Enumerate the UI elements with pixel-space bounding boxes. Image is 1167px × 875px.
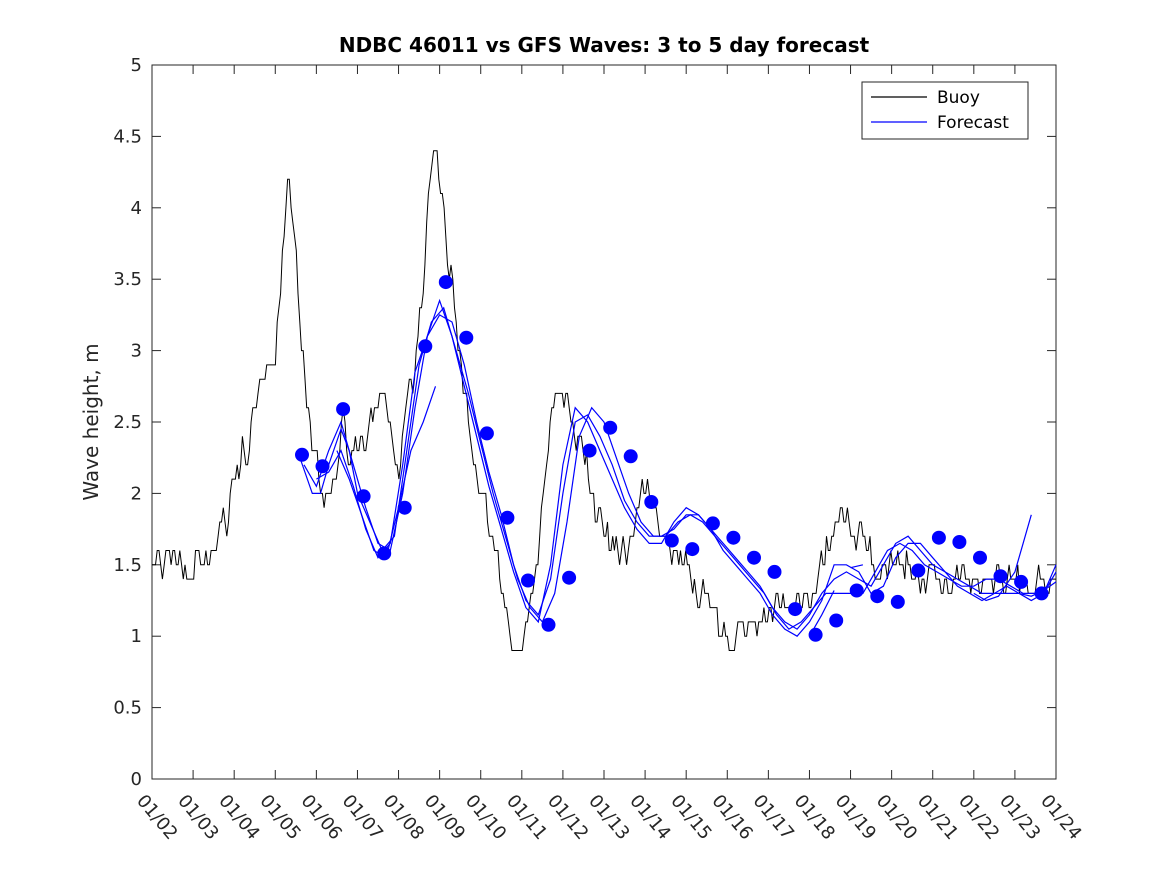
forecast-point bbox=[500, 510, 515, 525]
forecast-point bbox=[788, 602, 803, 617]
y-tick-label: 4 bbox=[131, 198, 142, 219]
forecast-point bbox=[623, 449, 638, 464]
y-tick-label: 3 bbox=[131, 341, 142, 362]
legend: Buoy Forecast bbox=[861, 81, 1029, 140]
forecast-point bbox=[952, 535, 967, 549]
forecast-point bbox=[541, 617, 556, 632]
forecast-point bbox=[1034, 586, 1049, 601]
forecast-point bbox=[459, 330, 474, 345]
forecast-point bbox=[747, 550, 761, 565]
forecast-point bbox=[336, 402, 351, 417]
forecast-point bbox=[664, 533, 679, 548]
forecast-point bbox=[521, 573, 535, 588]
forecast-point bbox=[808, 627, 823, 642]
forecast-point bbox=[829, 613, 844, 628]
forecast-point bbox=[582, 443, 597, 458]
forecast-point bbox=[993, 569, 1008, 584]
forecast-point bbox=[849, 583, 864, 598]
forecast-point bbox=[438, 275, 453, 290]
forecast-point bbox=[1014, 574, 1029, 589]
legend-forecast-label: Forecast bbox=[937, 113, 1009, 133]
forecast-series-line bbox=[850, 564, 864, 569]
y-tick-label: 1 bbox=[131, 626, 142, 647]
y-tick-label: 3.5 bbox=[113, 269, 142, 290]
y-tick-label: 4.5 bbox=[113, 126, 142, 147]
y-tick-label: 0 bbox=[131, 769, 142, 790]
forecast-point bbox=[973, 550, 987, 565]
buoy-series-line bbox=[152, 150, 1056, 651]
forecast-point bbox=[705, 516, 720, 531]
forecast-point bbox=[911, 563, 926, 578]
plot-area: 00.511.522.533.544.5501/0201/0301/0401/0… bbox=[113, 55, 1085, 844]
forecast-point bbox=[315, 459, 330, 474]
forecast-series-line bbox=[973, 514, 1032, 602]
y-axis-label: Wave height, m bbox=[79, 343, 103, 500]
forecast-point bbox=[295, 447, 309, 462]
y-tick-label: 1.5 bbox=[113, 555, 142, 576]
forecast-point bbox=[377, 546, 392, 561]
forecast-point bbox=[890, 594, 905, 609]
legend-buoy-label: Buoy bbox=[937, 88, 980, 108]
chart-title: NDBC 46011 vs GFS Waves: 3 to 5 day fore… bbox=[339, 33, 870, 57]
forecast-point bbox=[685, 542, 700, 557]
y-tick-label: 2.5 bbox=[113, 412, 142, 433]
forecast-point bbox=[931, 530, 946, 545]
legend-box bbox=[861, 81, 1029, 140]
forecast-point bbox=[644, 495, 659, 509]
forecast-point bbox=[767, 564, 782, 579]
y-tick-label: 5 bbox=[131, 55, 142, 76]
forecast-series-line bbox=[316, 298, 1057, 637]
y-tick-label: 0.5 bbox=[113, 698, 142, 719]
forecast-series-line bbox=[303, 314, 1057, 630]
forecast-point bbox=[397, 500, 412, 515]
forecast-point bbox=[479, 426, 494, 441]
forecast-point bbox=[356, 489, 371, 504]
forecast-point bbox=[418, 339, 433, 354]
forecast-point bbox=[562, 570, 577, 585]
forecast-point bbox=[870, 589, 885, 604]
forecast-series-line bbox=[299, 306, 1057, 630]
forecast-point bbox=[603, 420, 618, 435]
forecast-point bbox=[726, 530, 741, 545]
y-tick-label: 2 bbox=[131, 483, 142, 504]
